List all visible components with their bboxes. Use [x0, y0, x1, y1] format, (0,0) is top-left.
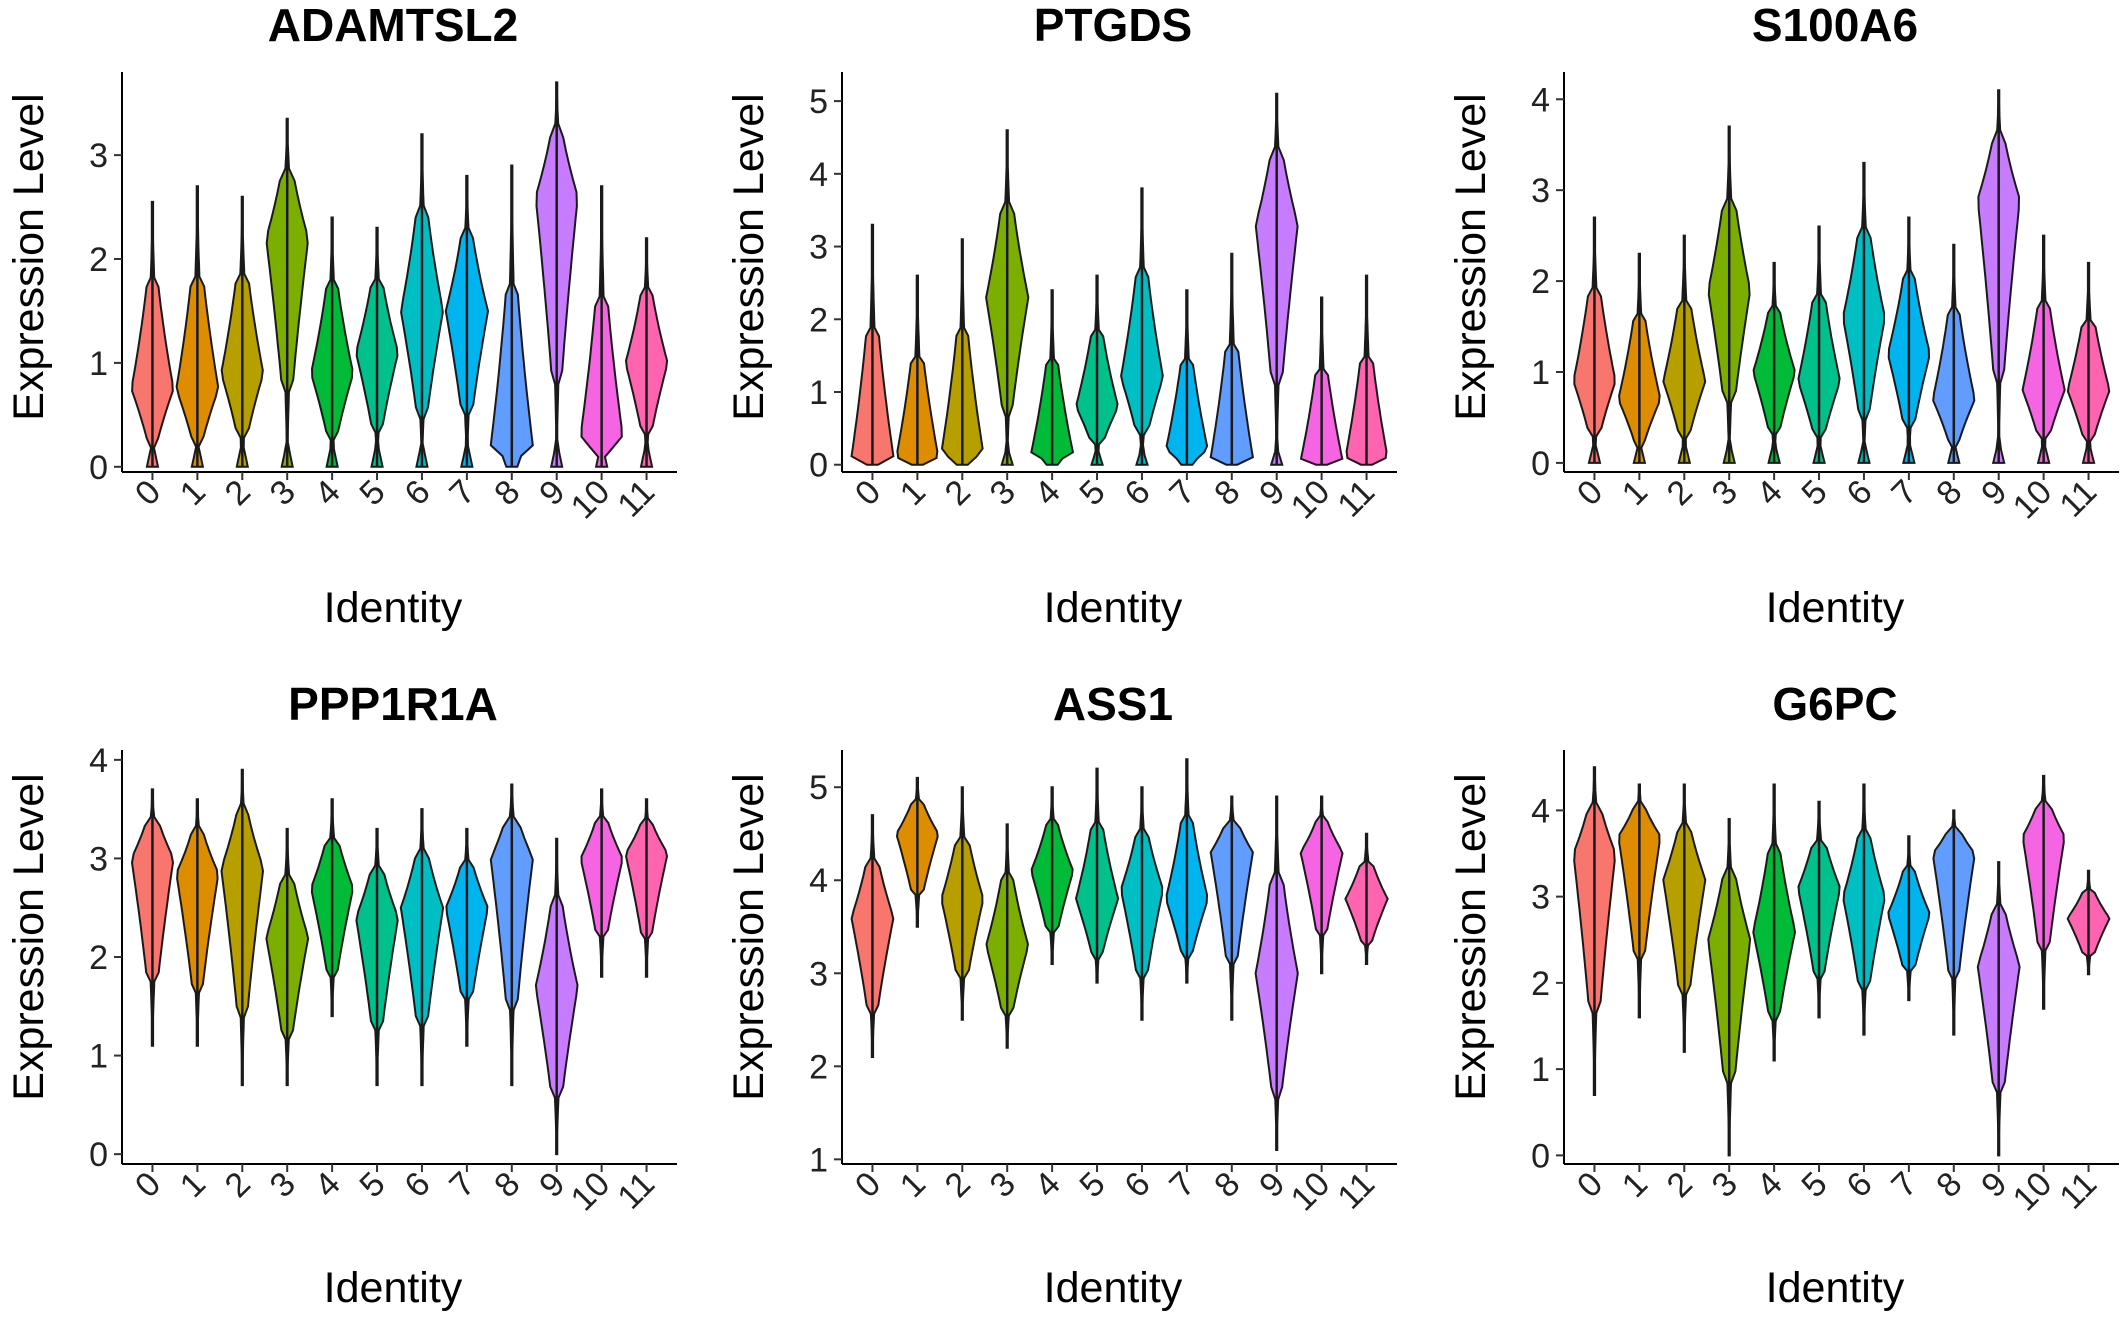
y-tick-label: 3 — [89, 840, 108, 878]
x-axis-title: Identity — [1044, 1264, 1183, 1312]
y-tick-label: 0 — [89, 1136, 108, 1174]
y-tick-label: 1 — [1531, 354, 1550, 392]
y-tick-label: 1 — [809, 374, 828, 412]
panel-title: S100A6 — [1752, 0, 1918, 51]
y-tick-label: 4 — [89, 742, 108, 780]
y-tick-label: 2 — [809, 1048, 828, 1086]
x-axis-title: Identity — [1766, 584, 1905, 632]
y-tick-label: 4 — [809, 156, 828, 194]
y-tick-label: 2 — [89, 241, 108, 279]
y-tick-label: 0 — [809, 447, 828, 485]
y-tick-label: 3 — [809, 229, 828, 267]
y-tick-label: 4 — [1531, 81, 1550, 119]
panel-title: G6PC — [1772, 678, 1897, 730]
y-tick-label: 5 — [809, 83, 828, 121]
y-tick-label: 1 — [809, 1141, 828, 1179]
y-axis-title: Expression Level — [5, 93, 53, 420]
panel-title: ASS1 — [1053, 678, 1173, 730]
y-tick-label: 1 — [89, 1038, 108, 1076]
panel-title: PPP1R1A — [288, 678, 498, 730]
y-tick-label: 0 — [1531, 445, 1550, 483]
y-tick-label: 3 — [809, 955, 828, 993]
y-axis-title: Expression Level — [1447, 93, 1495, 420]
y-axis-title: Expression Level — [1447, 773, 1495, 1100]
y-tick-label: 5 — [809, 769, 828, 807]
x-axis-title: Identity — [324, 584, 463, 632]
y-tick-label: 3 — [1531, 172, 1550, 210]
y-tick-label: 3 — [89, 137, 108, 175]
y-tick-label: 2 — [809, 301, 828, 339]
panel-ppp1r1a: PPP1R1A Identity Expression Level 012340… — [5, 678, 677, 1312]
y-tick-label: 1 — [89, 345, 108, 383]
y-tick-label: 0 — [1531, 1137, 1550, 1175]
y-axis-title: Expression Level — [725, 773, 773, 1100]
x-axis-title: Identity — [1766, 1264, 1905, 1312]
y-tick-label: 2 — [89, 939, 108, 977]
x-axis-title: Identity — [1044, 584, 1183, 632]
y-axis-title: Expression Level — [5, 773, 53, 1100]
y-tick-label: 4 — [809, 862, 828, 900]
panel-title: ADAMTSL2 — [268, 0, 518, 51]
panel-title: PTGDS — [1034, 0, 1192, 51]
x-axis-title: Identity — [324, 1264, 463, 1312]
y-tick-label: 2 — [1531, 263, 1550, 301]
y-tick-label: 1 — [1531, 1051, 1550, 1089]
y-tick-label: 2 — [1531, 965, 1550, 1003]
y-tick-label: 0 — [89, 449, 108, 487]
y-tick-label: 4 — [1531, 792, 1550, 830]
y-axis-title: Expression Level — [725, 93, 773, 420]
y-tick-label: 3 — [1531, 879, 1550, 917]
